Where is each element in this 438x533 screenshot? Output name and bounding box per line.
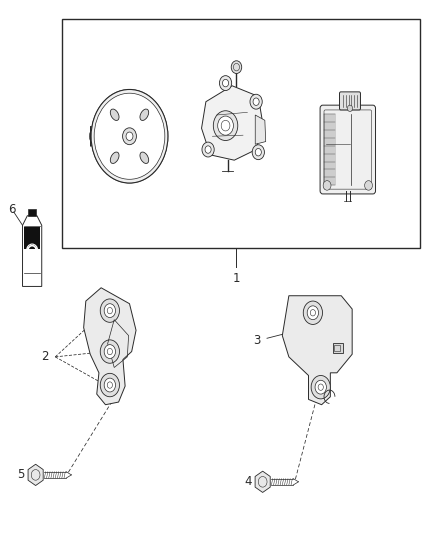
Circle shape [252, 145, 265, 160]
Polygon shape [201, 86, 263, 160]
Circle shape [255, 149, 261, 156]
Bar [332, 343, 343, 353]
Circle shape [123, 128, 136, 144]
FancyBboxPatch shape [320, 105, 375, 194]
Circle shape [126, 132, 133, 141]
Text: 5: 5 [18, 469, 25, 481]
Circle shape [202, 142, 214, 157]
Circle shape [223, 79, 229, 87]
Circle shape [250, 94, 262, 109]
Polygon shape [283, 296, 352, 405]
Text: 4: 4 [244, 475, 252, 488]
Ellipse shape [140, 109, 148, 120]
Circle shape [303, 301, 322, 325]
Circle shape [100, 340, 120, 364]
Text: 3: 3 [253, 334, 261, 348]
Circle shape [311, 375, 330, 399]
Ellipse shape [140, 152, 148, 164]
Text: 6: 6 [8, 203, 15, 216]
Bar [334, 345, 339, 351]
Bar [24, 249, 40, 259]
Polygon shape [255, 115, 266, 144]
Circle shape [315, 380, 326, 394]
Circle shape [213, 111, 238, 141]
Bar [62, 19, 420, 248]
Circle shape [205, 146, 211, 154]
Circle shape [364, 181, 372, 190]
Text: 1: 1 [233, 272, 240, 285]
Ellipse shape [110, 109, 119, 120]
FancyBboxPatch shape [339, 92, 360, 110]
Circle shape [100, 373, 120, 397]
Circle shape [253, 98, 259, 106]
Circle shape [26, 244, 38, 258]
Circle shape [91, 90, 168, 183]
Polygon shape [84, 288, 136, 405]
Circle shape [219, 76, 232, 91]
Text: 2: 2 [41, 350, 49, 364]
Bar [24, 227, 40, 259]
Circle shape [307, 306, 318, 320]
Circle shape [104, 304, 116, 318]
Circle shape [347, 105, 353, 111]
Circle shape [104, 378, 116, 392]
Bar [24, 273, 40, 285]
Ellipse shape [110, 152, 119, 164]
Circle shape [94, 93, 165, 179]
Polygon shape [28, 464, 43, 486]
Circle shape [104, 345, 116, 359]
Polygon shape [22, 216, 42, 286]
Circle shape [218, 116, 233, 135]
Circle shape [231, 61, 242, 74]
Bar [28, 209, 36, 216]
Polygon shape [255, 471, 270, 492]
Circle shape [323, 181, 331, 190]
Circle shape [100, 299, 120, 322]
